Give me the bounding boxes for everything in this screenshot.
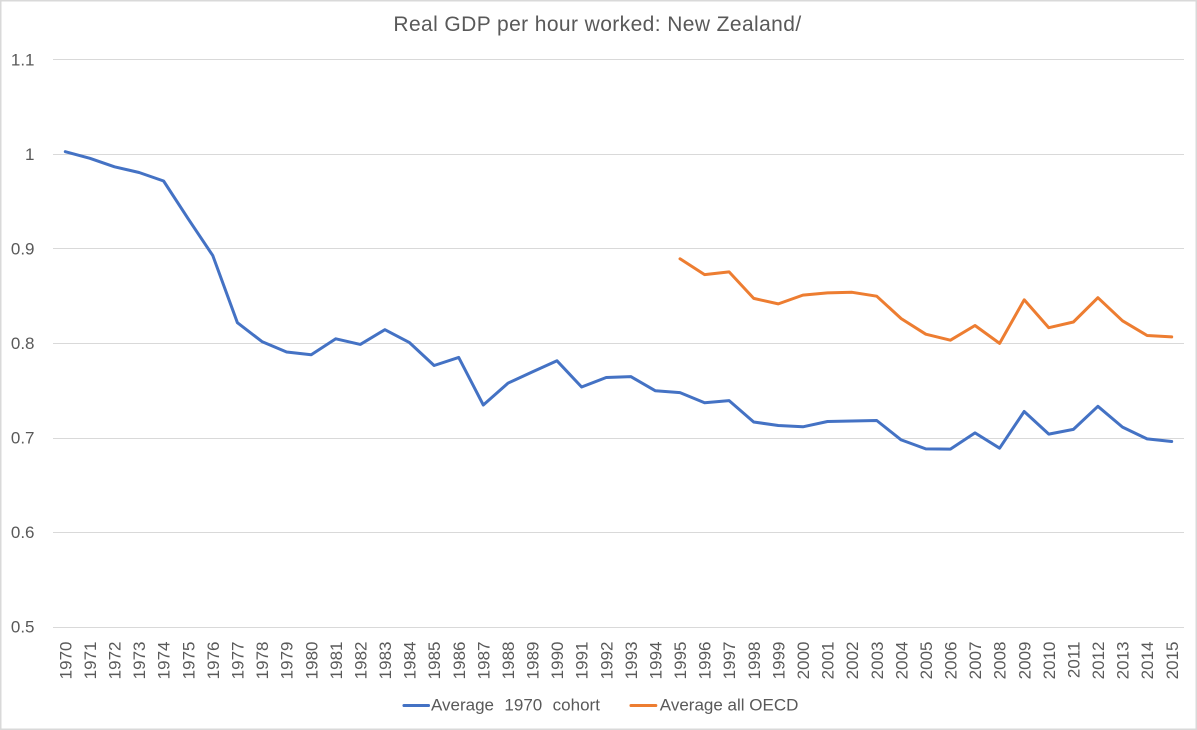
svg-text:1977: 1977 [229, 642, 248, 680]
svg-text:0.7: 0.7 [11, 428, 35, 447]
svg-text:2004: 2004 [892, 642, 911, 680]
svg-text:2011: 2011 [1065, 642, 1084, 679]
svg-text:1972: 1972 [106, 642, 125, 680]
svg-text:Average 1970 cohort: Average 1970 cohort [431, 695, 600, 714]
svg-text:1981: 1981 [327, 642, 346, 680]
svg-text:0.9: 0.9 [11, 239, 35, 258]
svg-text:1998: 1998 [745, 642, 764, 680]
svg-text:1980: 1980 [302, 642, 321, 680]
svg-text:1986: 1986 [450, 642, 469, 680]
svg-text:1982: 1982 [351, 642, 370, 680]
svg-text:1983: 1983 [376, 642, 395, 680]
svg-text:1987: 1987 [474, 642, 493, 680]
svg-text:1988: 1988 [499, 642, 518, 680]
svg-text:2008: 2008 [991, 642, 1010, 680]
svg-text:1991: 1991 [573, 642, 592, 680]
svg-text:2001: 2001 [819, 642, 838, 680]
svg-text:0.5: 0.5 [11, 617, 35, 636]
svg-text:1984: 1984 [401, 642, 420, 680]
svg-text:1990: 1990 [548, 642, 567, 680]
svg-text:2006: 2006 [942, 642, 961, 680]
svg-text:1989: 1989 [524, 642, 543, 680]
svg-text:1979: 1979 [278, 642, 297, 680]
svg-text:1.1: 1.1 [11, 50, 35, 69]
svg-text:2000: 2000 [794, 642, 813, 680]
svg-text:1976: 1976 [204, 642, 223, 680]
svg-text:1975: 1975 [179, 642, 198, 680]
svg-text:1999: 1999 [769, 642, 788, 680]
svg-text:2009: 2009 [1015, 642, 1034, 680]
svg-text:1997: 1997 [720, 642, 739, 680]
svg-text:0.8: 0.8 [11, 334, 35, 353]
svg-text:1985: 1985 [425, 642, 444, 680]
svg-text:2015: 2015 [1163, 642, 1182, 680]
svg-text:2005: 2005 [917, 642, 936, 680]
svg-text:2013: 2013 [1114, 642, 1133, 680]
svg-text:2010: 2010 [1040, 642, 1059, 680]
svg-text:1973: 1973 [130, 642, 149, 680]
svg-text:2003: 2003 [868, 642, 887, 680]
svg-text:1971: 1971 [81, 642, 100, 680]
svg-text:2002: 2002 [843, 642, 862, 680]
svg-text:Average all OECD: Average all OECD [660, 695, 799, 714]
svg-text:1992: 1992 [597, 642, 616, 680]
svg-text:Real GDP per hour worked: New: Real GDP per hour worked: New Zealand/ [393, 13, 801, 36]
svg-text:1: 1 [25, 145, 34, 164]
svg-text:1993: 1993 [622, 642, 641, 680]
svg-text:1974: 1974 [155, 642, 174, 680]
svg-text:2007: 2007 [966, 642, 985, 680]
svg-text:1970: 1970 [56, 642, 75, 680]
svg-text:1994: 1994 [647, 642, 666, 680]
svg-text:0.6: 0.6 [11, 523, 35, 542]
svg-text:1978: 1978 [253, 642, 272, 680]
svg-text:2014: 2014 [1138, 642, 1157, 680]
svg-text:2012: 2012 [1089, 642, 1108, 680]
svg-text:1996: 1996 [696, 642, 715, 680]
svg-text:1995: 1995 [671, 642, 690, 680]
